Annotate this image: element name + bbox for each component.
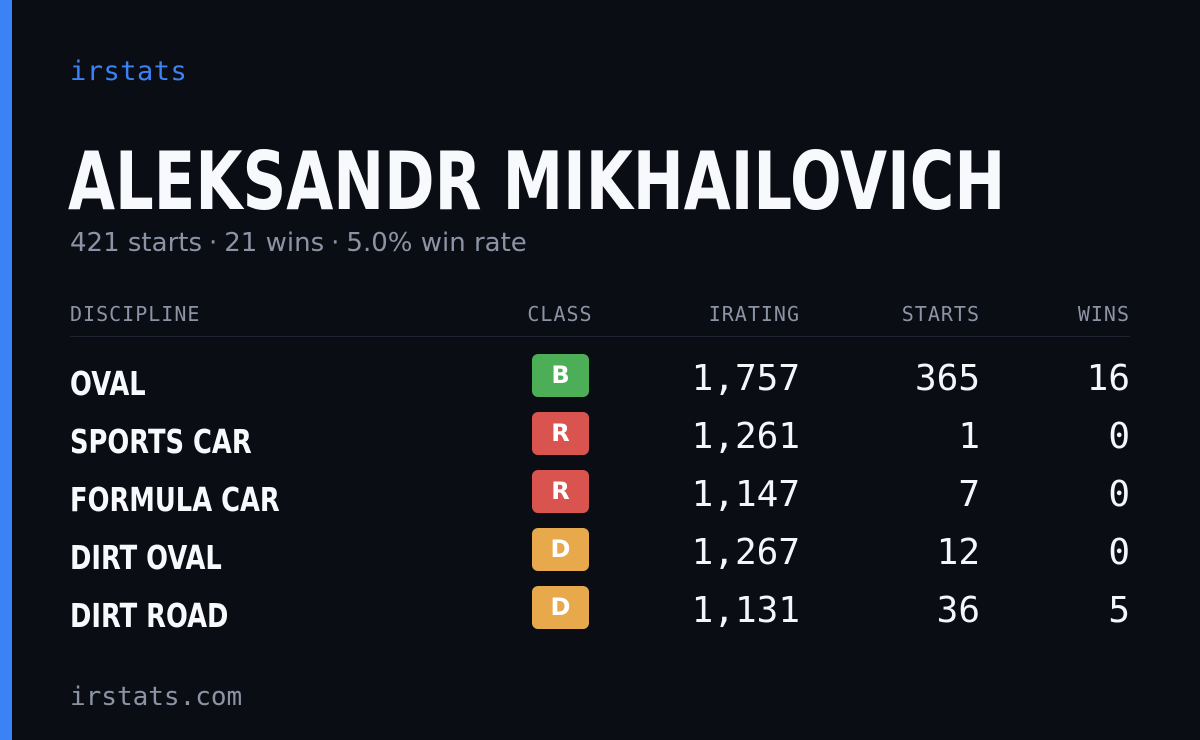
player-summary: 421 starts · 21 wins · 5.0% win rate bbox=[70, 228, 527, 258]
wins-value: 16 bbox=[1086, 358, 1130, 399]
column-header-starts: STARTS bbox=[901, 302, 980, 326]
summary-separator: · bbox=[331, 228, 340, 258]
table-row: OVAL B 1,757 365 16 bbox=[0, 352, 1200, 410]
discipline-label: OVAL bbox=[70, 364, 146, 403]
starts-value: 1 bbox=[958, 416, 980, 457]
table-row: SPORTS CAR R 1,261 1 0 bbox=[0, 410, 1200, 468]
summary-wins: 21 wins bbox=[224, 228, 325, 258]
starts-value: 36 bbox=[936, 590, 980, 631]
header-divider bbox=[70, 336, 1130, 337]
starts-value: 365 bbox=[914, 358, 980, 399]
starts-value: 7 bbox=[958, 474, 980, 515]
wins-value: 0 bbox=[1108, 474, 1130, 515]
table-row: DIRT OVAL D 1,267 12 0 bbox=[0, 526, 1200, 584]
table-row: FORMULA CAR R 1,147 7 0 bbox=[0, 468, 1200, 526]
class-badge: D bbox=[532, 586, 589, 629]
footer-url: irstats.com bbox=[70, 682, 243, 712]
irating-value: 1,147 bbox=[691, 474, 800, 515]
discipline-label: DIRT ROAD bbox=[70, 596, 229, 635]
brand-logo-text: irstats bbox=[70, 56, 188, 87]
class-badge: D bbox=[532, 528, 589, 571]
column-header-class: CLASS bbox=[527, 302, 593, 326]
class-badge: R bbox=[532, 470, 589, 513]
discipline-label: DIRT OVAL bbox=[70, 538, 222, 577]
irating-value: 1,261 bbox=[691, 416, 800, 457]
discipline-label: SPORTS CAR bbox=[70, 422, 252, 461]
wins-value: 5 bbox=[1108, 590, 1130, 631]
irating-value: 1,757 bbox=[691, 358, 800, 399]
wins-value: 0 bbox=[1108, 532, 1130, 573]
column-header-discipline: DISCIPLINE bbox=[70, 302, 201, 326]
accent-bar bbox=[0, 0, 12, 740]
starts-value: 12 bbox=[936, 532, 980, 573]
player-name: ALEKSANDR MIKHAILOVICH bbox=[68, 135, 1006, 228]
class-badge: R bbox=[532, 412, 589, 455]
irating-value: 1,267 bbox=[691, 532, 800, 573]
table-row: DIRT ROAD D 1,131 36 5 bbox=[0, 584, 1200, 642]
summary-win-rate: 5.0% win rate bbox=[346, 228, 527, 258]
wins-value: 0 bbox=[1108, 416, 1130, 457]
column-header-irating: IRATING bbox=[708, 302, 800, 326]
discipline-label: FORMULA CAR bbox=[70, 480, 280, 519]
summary-starts: 421 starts bbox=[70, 228, 202, 258]
irating-value: 1,131 bbox=[691, 590, 800, 631]
class-badge: B bbox=[532, 354, 589, 397]
summary-separator: · bbox=[209, 228, 218, 258]
column-header-wins: WINS bbox=[1077, 302, 1130, 326]
